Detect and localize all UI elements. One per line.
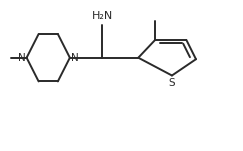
Text: N: N xyxy=(18,53,26,63)
Text: S: S xyxy=(169,79,175,88)
Text: H₂N: H₂N xyxy=(92,11,113,21)
Text: N: N xyxy=(71,53,79,63)
